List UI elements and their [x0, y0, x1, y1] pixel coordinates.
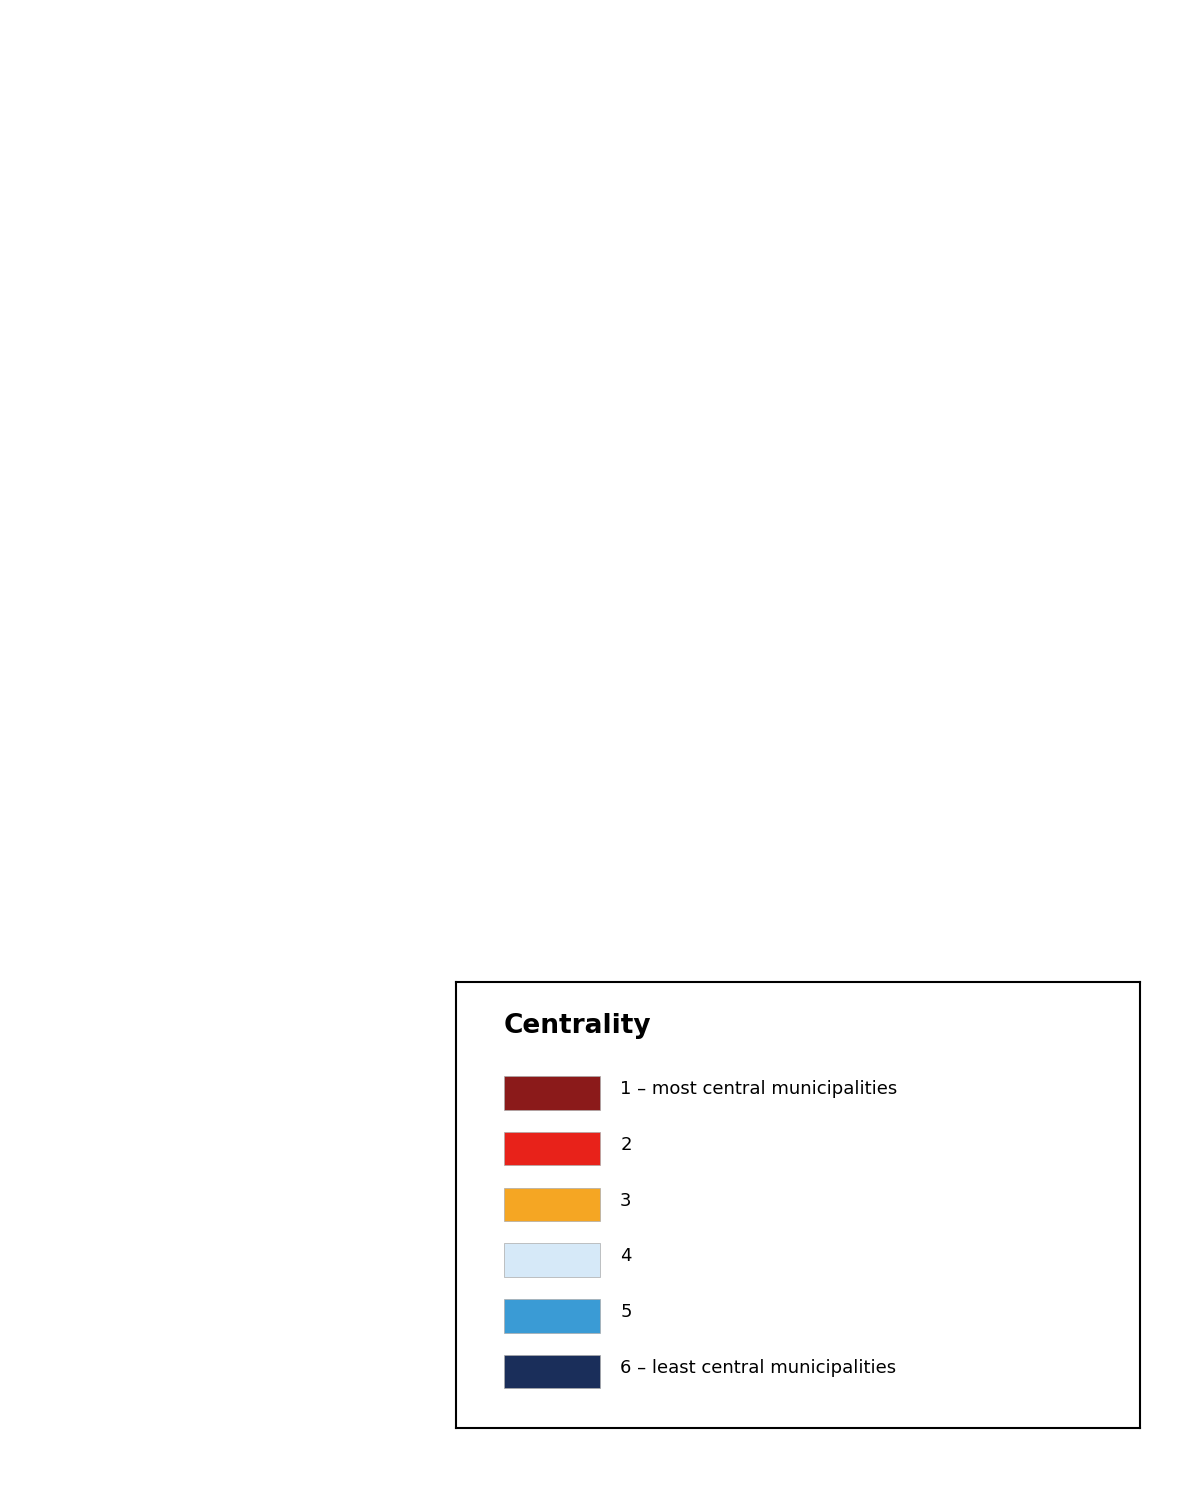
- Bar: [504, 1188, 600, 1221]
- Bar: [504, 1299, 600, 1333]
- Text: 4: 4: [620, 1247, 631, 1265]
- Text: 5: 5: [620, 1302, 631, 1321]
- Text: 2: 2: [620, 1136, 631, 1154]
- Bar: [504, 1132, 600, 1165]
- Bar: [504, 1355, 600, 1389]
- Bar: [504, 1244, 600, 1277]
- Text: Centrality: Centrality: [504, 1014, 652, 1040]
- Text: 1 – most central municipalities: 1 – most central municipalities: [620, 1080, 898, 1098]
- Text: 6 – least central municipalities: 6 – least central municipalities: [620, 1358, 896, 1377]
- Text: 3: 3: [620, 1192, 631, 1210]
- Bar: [504, 1076, 600, 1109]
